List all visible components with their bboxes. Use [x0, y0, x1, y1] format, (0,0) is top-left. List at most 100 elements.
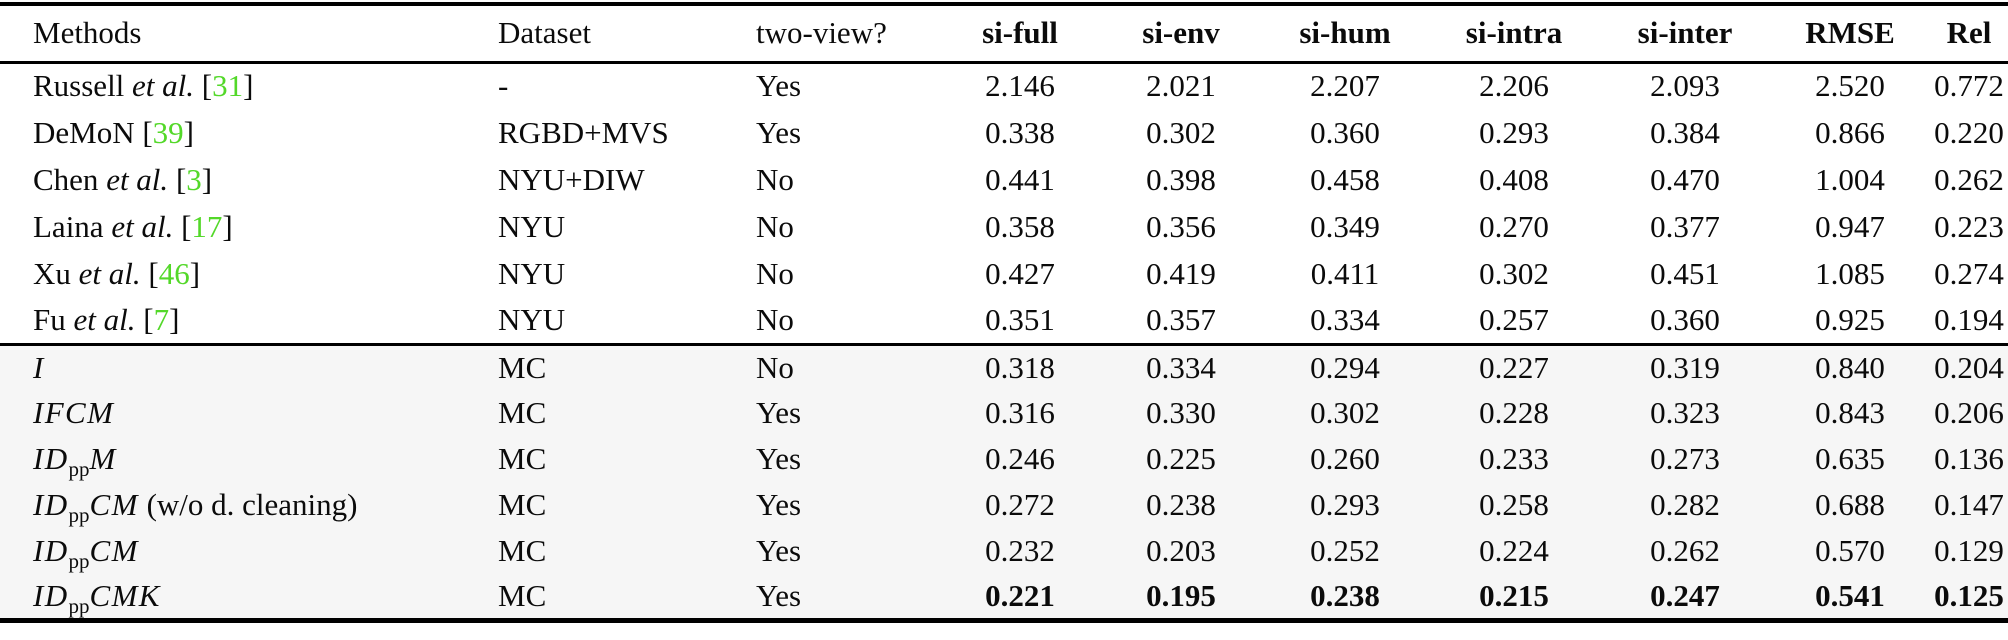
ablation-methods-section: I MC No 0.318 0.334 0.294 0.227 0.319 0.840 0.204… [0, 344, 2008, 620]
cell-si-hum: 0.458 [1310, 161, 1380, 197]
col-header-rmse: RMSE [1805, 15, 1895, 51]
cell-si-env: 0.195 [1146, 577, 1216, 613]
cell-si-hum: 0.252 [1310, 533, 1380, 568]
cell-dataset: - [498, 68, 509, 104]
cell-si-inter: 2.093 [1650, 68, 1720, 104]
cell-si-intra: 0.224 [1479, 533, 1549, 568]
cell-si-intra: 0.233 [1479, 441, 1549, 476]
cell-si-full: 0.318 [985, 349, 1055, 385]
cell-dataset: MC [498, 441, 547, 476]
table-row: IDppCM (w/o d. cleaning) MC Yes 0.272 0.238 0… [0, 482, 2008, 528]
citation-link[interactable]: 39 [152, 114, 184, 150]
cell-rel: 0.136 [1934, 441, 2004, 476]
cell-method: IDppM [0, 436, 497, 482]
citation-link[interactable]: 17 [191, 208, 223, 244]
cell-si-full: 0.351 [985, 301, 1055, 337]
cell-rmse: 0.840 [1815, 349, 1885, 385]
method-text: ] [169, 301, 180, 337]
method-text: [ [168, 161, 187, 197]
cell-si-hum: 0.260 [1310, 441, 1380, 476]
cell-two-view: No [756, 349, 794, 385]
cell-rel: 0.772 [1934, 68, 2004, 104]
cell-dataset: NYU [498, 301, 566, 337]
method-text: ID [33, 577, 69, 613]
method-text: et al. [78, 255, 141, 291]
cell-si-env: 0.419 [1146, 255, 1216, 291]
cell-two-view: Yes [756, 114, 802, 150]
cell-si-env: 0.356 [1146, 208, 1216, 244]
table-row: I MC No 0.318 0.334 0.294 0.227 0.319 0.840 0.204 [0, 344, 2008, 390]
cell-si-intra: 0.270 [1479, 208, 1549, 244]
method-text: ] [201, 161, 213, 197]
prior-methods-section: Russell et al. [31] - Yes 2.146 2.021 2.207 2.… [0, 62, 2008, 344]
method-text: ID [33, 533, 69, 568]
method-text: CM [89, 533, 139, 568]
citation-link[interactable]: 3 [186, 161, 202, 197]
citation-link[interactable]: 7 [153, 301, 170, 337]
cell-method: Chen et al. [3] [0, 156, 497, 203]
citation-link[interactable]: 46 [158, 255, 190, 291]
citation-link[interactable]: 31 [212, 68, 244, 104]
cell-rel: 0.274 [1934, 255, 2004, 291]
cell-two-view: No [756, 208, 794, 244]
method-text: pp [68, 457, 90, 482]
results-table: Methods Dataset two-view? si-full si-env si-h… [0, 2, 2008, 623]
table-row: Chen et al. [3] NYU+DIW No 0.441 0.398 0.458 0… [0, 156, 2008, 203]
cell-si-full: 0.232 [985, 533, 1055, 568]
method-text: ] [222, 208, 233, 244]
header-row: Methods Dataset two-view? si-full si-env si-h… [0, 4, 2008, 62]
col-header-dataset: Dataset [498, 15, 591, 51]
method-text: [ [173, 208, 192, 244]
cell-rel: 0.262 [1934, 161, 2004, 197]
method-text: M [89, 441, 117, 476]
cell-si-full: 0.427 [985, 255, 1055, 291]
cell-method: I [0, 344, 497, 390]
method-text: pp [68, 593, 90, 618]
cell-rmse: 0.925 [1815, 301, 1885, 337]
method-text: ID [33, 441, 69, 476]
cell-rmse: 0.570 [1815, 533, 1885, 568]
cell-si-intra: 0.302 [1479, 255, 1549, 291]
cell-two-view: No [756, 301, 794, 337]
table-row: Fu et al. [7] NYU No 0.351 0.357 0.334 0.257 0.… [0, 297, 2008, 344]
col-header-si-hum: si-hum [1299, 15, 1391, 51]
method-text: Laina [33, 208, 112, 244]
cell-si-inter: 0.377 [1650, 208, 1720, 244]
cell-si-env: 0.330 [1146, 395, 1216, 430]
cell-si-intra: 0.215 [1479, 577, 1549, 613]
cell-two-view: No [756, 161, 794, 197]
cell-dataset: MC [498, 349, 547, 385]
table-row: Xu et al. [46] NYU No 0.427 0.419 0.411 0.302 0… [0, 250, 2008, 297]
cell-si-env: 0.398 [1146, 161, 1216, 197]
cell-two-view: Yes [756, 533, 802, 568]
method-text: ID [33, 487, 69, 522]
cell-method: Laina et al. [17] [0, 203, 497, 250]
cell-si-inter: 0.451 [1650, 255, 1720, 291]
method-text: Russell [33, 68, 133, 104]
method-text: (w/o d. cleaning) [138, 487, 358, 522]
method-text: et al. [111, 208, 174, 244]
cell-si-full: 0.338 [985, 114, 1055, 150]
cell-dataset: NYU [498, 208, 566, 244]
cell-dataset: MC [498, 487, 547, 522]
method-text: et al. [132, 68, 195, 104]
method-text: Xu [33, 255, 79, 291]
cell-method: IDppCM (w/o d. cleaning) [0, 482, 497, 528]
method-text: ] [183, 114, 194, 150]
cell-rmse: 0.635 [1815, 441, 1885, 476]
cell-si-full: 0.358 [985, 208, 1055, 244]
cell-si-full: 0.221 [985, 577, 1055, 613]
table-row: IDppCM MC Yes 0.232 0.203 0.252 0.224 0.262 0.57… [0, 528, 2008, 574]
cell-si-intra: 0.257 [1479, 301, 1549, 337]
cell-rel: 0.129 [1934, 533, 2004, 568]
cell-si-inter: 0.273 [1650, 441, 1720, 476]
cell-si-env: 0.203 [1146, 533, 1216, 568]
cell-si-full: 0.441 [985, 161, 1055, 197]
method-text: pp [68, 503, 90, 528]
cell-rmse: 0.947 [1815, 208, 1885, 244]
cell-si-inter: 0.247 [1650, 577, 1720, 613]
col-header-si-full: si-full [982, 15, 1058, 51]
cell-si-intra: 0.228 [1479, 395, 1549, 430]
cell-method: IDppCM [0, 528, 497, 574]
